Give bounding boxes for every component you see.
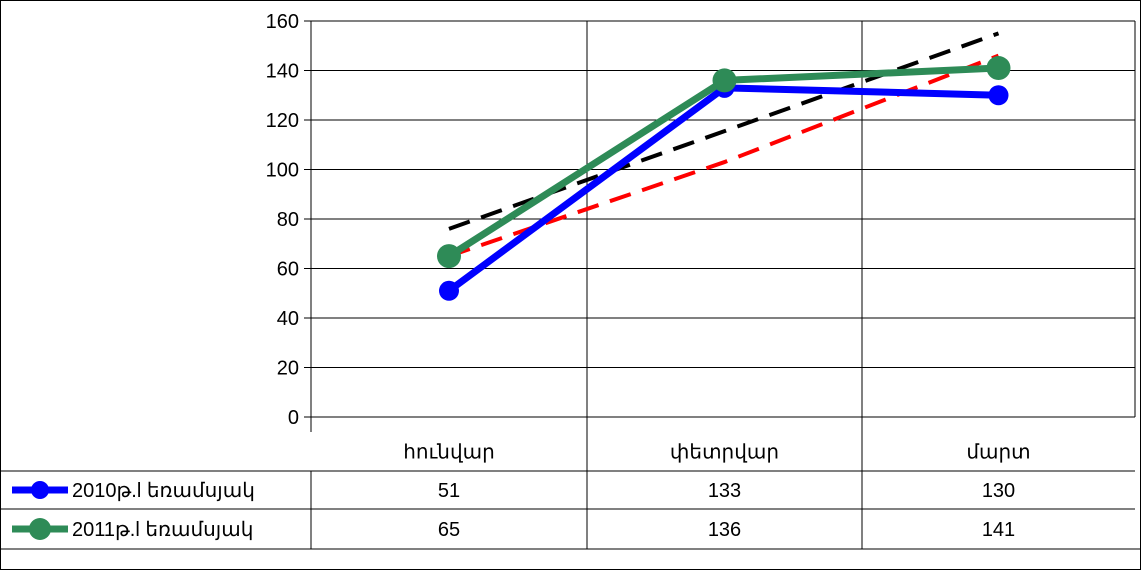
series-point <box>439 280 459 301</box>
legend-key-marker <box>29 518 51 540</box>
legend-label: 2010թ.l եռամսյակ <box>72 480 255 502</box>
trendline <box>448 31 1000 231</box>
table-cell-value: 136 <box>708 519 741 541</box>
y-tick-label: 160 <box>266 11 299 33</box>
table-cell-value: 133 <box>708 480 741 502</box>
x-category-label: մարտ <box>966 442 1030 464</box>
y-tick-label: 120 <box>266 110 299 132</box>
y-tick-label: 100 <box>266 160 299 182</box>
table-cell-value: 65 <box>438 519 460 541</box>
y-axis: 0 20 40 60 80 100 120 140 160 <box>266 11 1135 432</box>
series-point <box>988 85 1009 106</box>
series-point <box>437 244 461 269</box>
legend-key-marker <box>31 481 49 499</box>
table-cell-value: 130 <box>982 480 1015 502</box>
x-category-label: հունվար <box>403 442 495 464</box>
y-tick-label: 0 <box>288 407 299 429</box>
x-category-label: փետրվար <box>670 442 779 464</box>
y-tick-label: 40 <box>277 308 299 330</box>
y-tick-label: 140 <box>266 61 299 83</box>
series-point <box>986 56 1011 81</box>
series-lines <box>437 56 1011 301</box>
table-cell-value: 51 <box>438 480 460 502</box>
legend-label: 2011թ.l եռամսյակ <box>72 519 253 541</box>
y-tick-label: 80 <box>277 209 299 231</box>
y-tick-label: 20 <box>277 358 299 380</box>
table-cell-value: 141 <box>982 519 1015 541</box>
data-table: հունվար փետրվար մարտ 2010թ.l եռամսյակ 51 133 1… <box>0 417 1141 550</box>
series-point <box>712 68 737 93</box>
y-tick-label: 60 <box>277 259 299 281</box>
